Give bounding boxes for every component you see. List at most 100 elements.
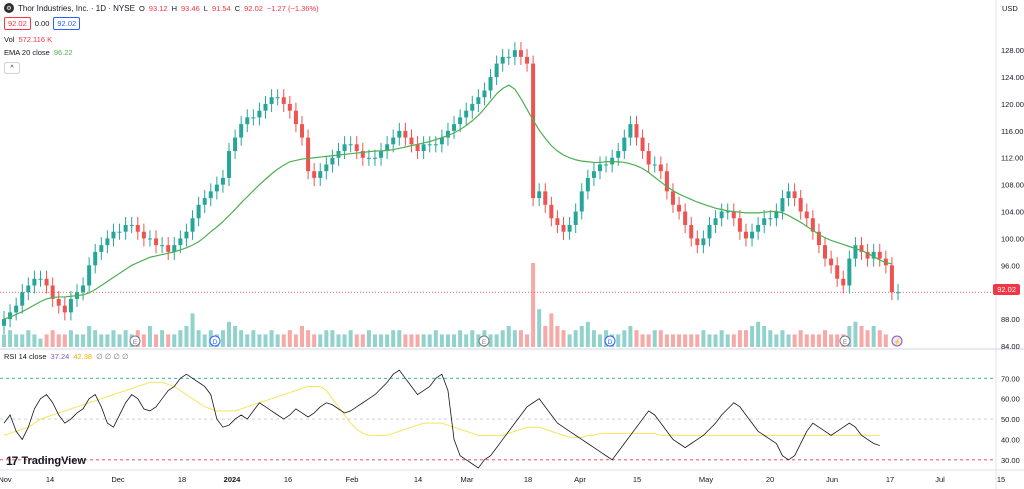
- candle-body: [421, 144, 426, 152]
- candle-body: [81, 285, 86, 293]
- volume-bar: [245, 334, 250, 347]
- volume-bar: [664, 334, 669, 347]
- candle-body: [105, 238, 110, 246]
- rsi-tick-label: 50.00: [1001, 415, 1020, 424]
- volume-bar: [202, 334, 207, 347]
- candle-body: [835, 265, 840, 279]
- bid-button[interactable]: 92.02: [4, 17, 31, 30]
- volume-bar: [324, 330, 329, 347]
- company-logo-icon: ⚙: [4, 3, 14, 13]
- candle-body: [306, 137, 311, 172]
- volume-bar: [567, 334, 572, 347]
- candle-body: [804, 211, 809, 219]
- rsi-tick-label: 60.00: [1001, 395, 1020, 404]
- volume-bar: [105, 334, 110, 347]
- ema-legend[interactable]: EMA 20 close 96.22: [4, 48, 73, 57]
- time-tick-label: May: [699, 475, 713, 484]
- time-tick-label: Nov: [0, 475, 12, 484]
- candle-body: [415, 144, 420, 152]
- candle-body: [482, 90, 487, 98]
- volume-bar: [683, 334, 688, 347]
- candle-body: [640, 137, 645, 152]
- candle-body: [792, 191, 797, 199]
- time-tick-label: 20: [766, 475, 774, 484]
- volume-bar: [573, 330, 578, 347]
- candle-body: [68, 298, 73, 313]
- volume-bar: [87, 326, 92, 347]
- time-tick-label: 15: [997, 475, 1005, 484]
- candle-body: [768, 218, 773, 220]
- volume-bar: [829, 334, 834, 347]
- volume-bar: [306, 330, 311, 347]
- volume-bar: [452, 334, 457, 347]
- rsi-tick-label: 30.00: [1001, 456, 1020, 465]
- open-label: O: [138, 3, 145, 13]
- volume-bar: [640, 334, 645, 347]
- candle-body: [506, 56, 511, 58]
- price-tick-label: 104.00: [1001, 208, 1024, 217]
- volume-bar: [591, 330, 596, 347]
- candle-body: [172, 245, 177, 252]
- volume-bar: [810, 334, 815, 347]
- currency-label: USD: [1002, 4, 1018, 13]
- candle-body: [488, 77, 493, 91]
- ask-button[interactable]: 92.02: [53, 17, 81, 30]
- volume-bar: [318, 334, 323, 347]
- volume-bar: [354, 334, 359, 347]
- volume-bar: [56, 334, 61, 347]
- time-tick-label: Dec: [111, 475, 125, 484]
- candle-body: [202, 198, 207, 205]
- candle-body: [391, 137, 396, 145]
- volume-bar: [470, 330, 475, 347]
- symbol-header[interactable]: ⚙ Thor Industries, Inc. · 1D · NYSE O 93.…: [4, 3, 319, 13]
- candle-body: [622, 137, 627, 152]
- collapse-legend-button[interactable]: ^: [4, 62, 20, 74]
- volume-bar: [464, 334, 469, 347]
- event-marker-label: E: [843, 339, 848, 346]
- candle-body: [269, 97, 274, 104]
- candle-body: [190, 218, 195, 232]
- volume-bar: [500, 330, 505, 347]
- candle-body: [561, 224, 566, 232]
- event-marker-label: ⚡: [893, 338, 901, 346]
- ema-value: 96.22: [53, 48, 73, 57]
- current-price-tag: 92.02: [993, 284, 1020, 295]
- candle-body: [366, 157, 371, 159]
- candle-body: [336, 151, 341, 158]
- candle-body: [470, 103, 475, 111]
- candle-body: [99, 245, 104, 252]
- volume-bar: [391, 330, 396, 347]
- candle-body: [750, 231, 755, 239]
- candle-body: [239, 124, 244, 138]
- volume-bar: [409, 334, 414, 347]
- candle-body: [184, 231, 189, 239]
- time-tick-label: 14: [46, 475, 54, 484]
- candle-body: [342, 144, 347, 152]
- time-tick-label: 15: [633, 475, 641, 484]
- candle-body: [494, 63, 499, 78]
- rsi-legend[interactable]: RSI 14 close 37.24 42.38 ∅ ∅ ∅ ∅: [4, 352, 128, 361]
- candle-body: [372, 157, 377, 159]
- event-marker-label: D: [213, 339, 218, 346]
- candle-body: [464, 110, 469, 118]
- volume-bar: [190, 313, 195, 347]
- price-tick-label: 124.00: [1001, 73, 1024, 82]
- volume-bar: [147, 326, 152, 347]
- price-tick-label: 84.00: [1001, 342, 1020, 351]
- candle-body: [877, 251, 882, 259]
- volume-bar: [871, 326, 876, 347]
- volume-legend[interactable]: Vol 572.116 K: [4, 35, 52, 44]
- candle-body: [646, 151, 651, 165]
- volume-bar: [549, 313, 554, 347]
- close-value: 92.02: [244, 3, 263, 13]
- candle-body: [701, 238, 706, 246]
- candle-body: [62, 305, 67, 313]
- volume-bar: [713, 334, 718, 347]
- tradingview-logo[interactable]: 17 TradingView: [6, 454, 86, 468]
- time-tick-label: 14: [414, 475, 422, 484]
- candle-body: [567, 224, 572, 232]
- candle-body: [38, 278, 43, 280]
- candle-body: [762, 218, 767, 225]
- volume-bar: [658, 330, 663, 347]
